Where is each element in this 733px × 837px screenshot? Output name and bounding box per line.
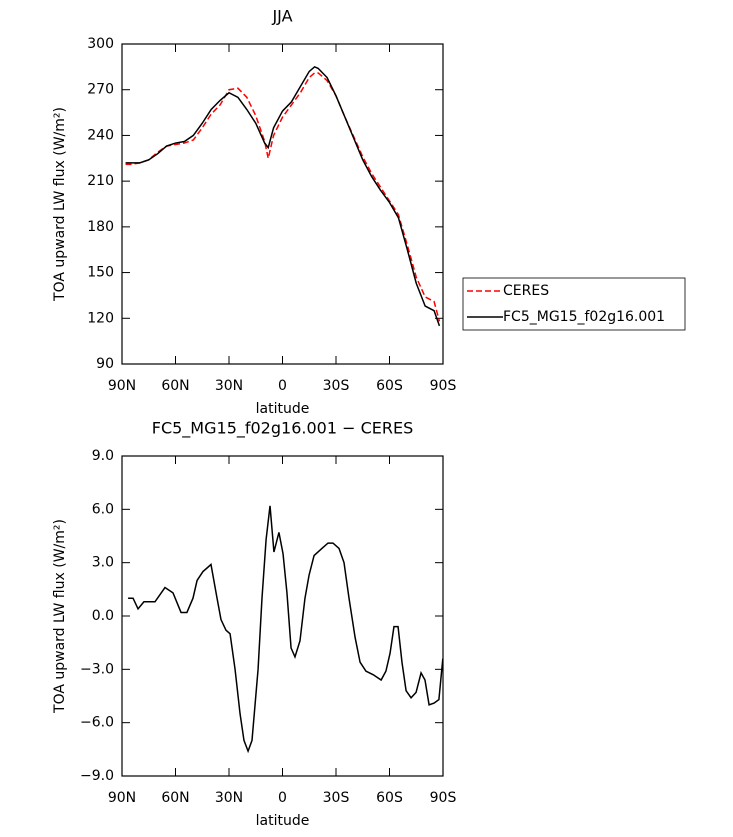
x-tick-label: 90N [108,790,136,806]
x-tick-label: 60S [376,790,403,806]
y-tick-label: 150 [87,265,114,281]
x-axis-title: latitude [256,401,310,417]
y-axis-title: TOA upward LW flux (W/m²) [52,107,68,302]
y-tick-label: 210 [87,173,114,189]
x-tick-label: 60N [161,790,189,806]
data-line [125,65,441,327]
data-line [125,72,441,322]
x-tick-label: 30S [323,378,350,394]
legend-label: FC5_MG15_f02g16.001 [503,309,665,325]
x-tick-label: 30N [215,378,243,394]
legend-box [462,277,686,331]
x-tick-label: 90N [108,378,136,394]
x-tick-label: 90S [430,790,457,806]
x-tick-label: 60S [376,378,403,394]
y-tick-label: 3.0 [92,555,114,571]
plot-frame [121,43,444,365]
y-axis-title: TOA upward LW flux (W/m²) [52,519,68,714]
y-tick-label: 270 [87,82,114,98]
legend-label: CERES [503,283,549,299]
y-tick-label: 9.0 [92,448,114,464]
y-tick-label: −9.0 [80,768,114,784]
x-tick-label: 0 [278,378,287,394]
x-axis-title: latitude [256,813,310,829]
x-tick-label: 0 [278,790,287,806]
y-tick-label: 300 [87,36,114,52]
chart-title: FC5_MG15_f02g16.001 − CERES [152,419,414,439]
x-tick-label: 60N [161,378,189,394]
y-tick-label: 180 [87,219,114,235]
y-tick-label: 240 [87,127,114,143]
x-tick-label: 30N [215,790,243,806]
y-tick-label: 90 [96,356,114,372]
y-tick-label: −6.0 [80,715,114,731]
y-tick-label: −3.0 [80,661,114,677]
x-tick-label: 90S [430,378,457,394]
x-tick-label: 30S [323,790,350,806]
plot-frame [121,455,444,777]
data-line [128,505,444,754]
y-tick-label: 6.0 [92,501,114,517]
chart-title: JJA [271,7,292,26]
y-tick-label: 120 [87,310,114,326]
y-tick-label: 0.0 [92,608,114,624]
